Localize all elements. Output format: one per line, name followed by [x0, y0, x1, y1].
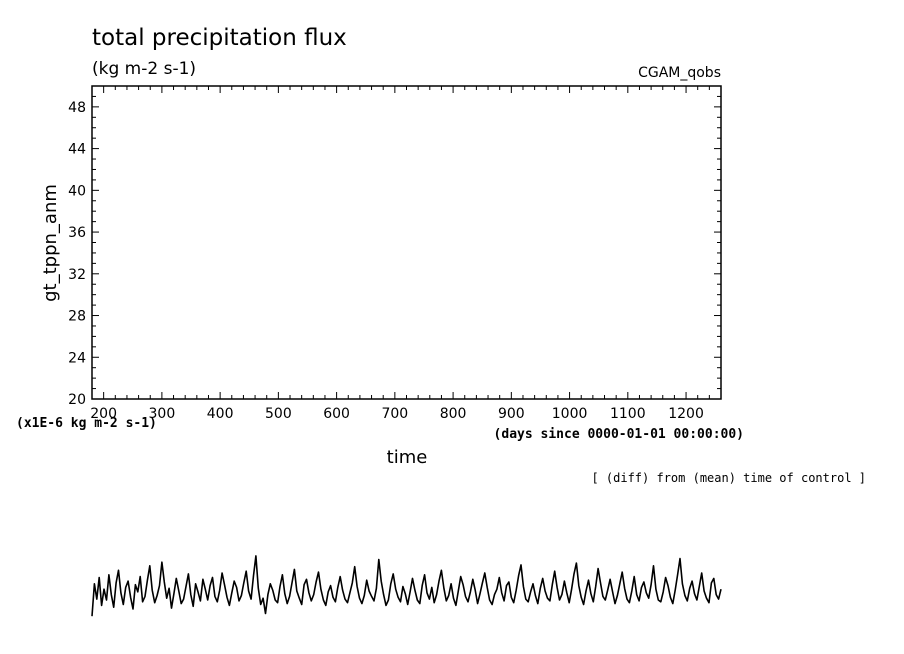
- chart-title: total precipitation flux: [92, 25, 347, 51]
- series-line: [91, 555, 722, 617]
- x-tick-label: 700: [381, 406, 408, 422]
- chart-units: (kg m-2 s-1): [92, 59, 196, 79]
- x-axis-ticks: 200 300 400 500 600 700 800 900 1000 1100 1200: [90, 86, 722, 422]
- y-axis-label: gt_tppn_anm: [40, 184, 61, 302]
- y-scale-note: (x1E-6 kg m-2 s-1): [16, 416, 157, 431]
- x-tick-label: 200: [90, 406, 117, 422]
- y-tick-label: 28: [68, 309, 86, 325]
- run-label: CGAM_qobs: [638, 65, 721, 81]
- y-tick-label: 24: [68, 350, 86, 366]
- x-axis-label: time: [387, 447, 428, 468]
- diff-note: [ (diff) from (mean) time of control ]: [591, 471, 866, 485]
- x-tick-label: 1000: [552, 406, 588, 422]
- y-tick-label: 32: [68, 267, 86, 283]
- x-tick-label: 300: [149, 406, 176, 422]
- x-axis-units: (days since 0000-01-01 00:00:00): [494, 427, 744, 442]
- x-tick-label: 400: [207, 406, 234, 422]
- plot-frame: [91, 85, 722, 400]
- y-tick-label: 36: [68, 225, 86, 241]
- x-tick-label: 500: [265, 406, 292, 422]
- x-tick-label: 1200: [668, 406, 704, 422]
- y-tick-label: 20: [68, 392, 86, 408]
- x-tick-label: 800: [440, 406, 467, 422]
- y-tick-label: 48: [68, 100, 86, 116]
- y-tick-label: 44: [68, 142, 86, 158]
- y-axis-ticks: 20 24 28 32 36 40 44 48: [68, 85, 721, 408]
- x-tick-label: 900: [498, 406, 525, 422]
- x-tick-label: 1100: [610, 406, 646, 422]
- y-tick-label: 40: [68, 183, 86, 199]
- x-tick-label: 600: [323, 406, 350, 422]
